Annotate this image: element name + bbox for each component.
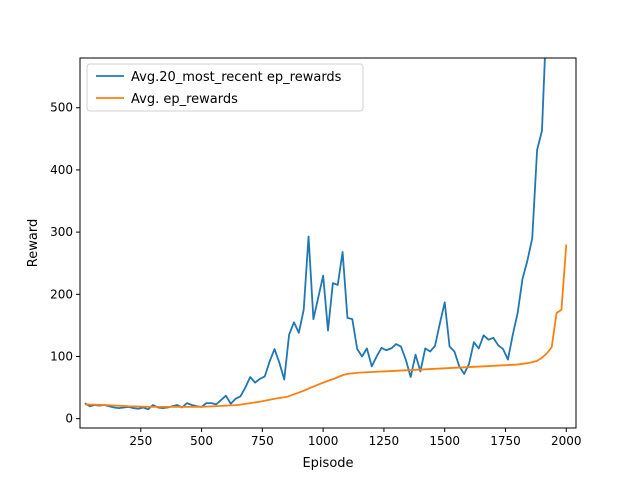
- series-line-avg20: [84, 58, 546, 411]
- y-tick-label: 500: [50, 101, 73, 115]
- y-tick-label: 400: [50, 163, 73, 177]
- y-tick-label: 300: [50, 225, 73, 239]
- plot-series: [84, 58, 568, 411]
- x-tick-label: 750: [251, 434, 274, 448]
- x-tick-label: 1750: [490, 434, 521, 448]
- y-tick-label: 100: [50, 349, 73, 363]
- x-axis: 250 500 750 1000 1250 1500 1750 2000: [129, 428, 582, 448]
- x-tick-label: 2000: [551, 434, 582, 448]
- x-tick-label: 250: [129, 434, 152, 448]
- y-axis: 0 100 200 300 400 500: [50, 101, 80, 426]
- y-tick-label: 200: [50, 287, 73, 301]
- series-line-avg: [84, 244, 568, 408]
- x-tick-label: 1500: [429, 434, 460, 448]
- legend: Avg.20_most_recent ep_rewards Avg. ep_re…: [86, 63, 364, 112]
- x-axis-label: Episode: [302, 456, 353, 471]
- legend-box: [86, 63, 364, 112]
- legend-label-avg: Avg. ep_rewards: [131, 92, 238, 107]
- x-tick-label: 1000: [308, 434, 339, 448]
- y-tick-label: 0: [65, 412, 73, 426]
- y-axis-label: Reward: [26, 219, 41, 267]
- x-tick-label: 1250: [369, 434, 400, 448]
- x-tick-label: 500: [190, 434, 213, 448]
- legend-label-avg20: Avg.20_most_recent ep_rewards: [131, 70, 342, 85]
- plot-frame: [79, 57, 577, 429]
